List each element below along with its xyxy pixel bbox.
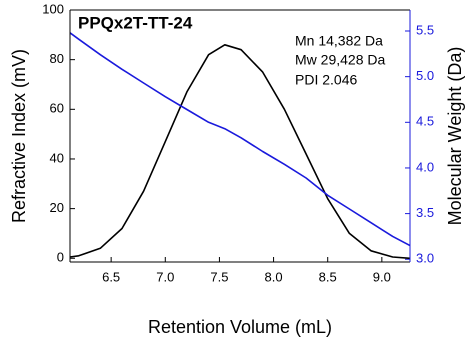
x-tick-label: 6.5 bbox=[102, 269, 120, 284]
annotation: Mw 29,428 Da bbox=[295, 52, 385, 68]
y-tick-label: 80 bbox=[50, 51, 64, 66]
y2-tick-label: 5.5 bbox=[416, 22, 434, 37]
x-tick-label: 8.0 bbox=[265, 269, 283, 284]
x-tick-label: 9.0 bbox=[373, 269, 391, 284]
x-tick-label: 8.5 bbox=[319, 269, 337, 284]
annotation: PDI 2.046 bbox=[295, 72, 357, 88]
chart-title: PPQx2T-TT-24 bbox=[78, 13, 193, 32]
y2-axis-label: Molecular Weight (Da) bbox=[445, 47, 465, 226]
y-tick-label: 100 bbox=[42, 1, 64, 16]
y2-tick-label: 4.5 bbox=[416, 114, 434, 129]
y2-tick-label: 3.5 bbox=[416, 205, 434, 220]
y-tick-label: 20 bbox=[50, 200, 64, 215]
y-tick-label: 60 bbox=[50, 101, 64, 116]
y2-tick-label: 3.0 bbox=[416, 251, 434, 266]
x-tick-label: 7.5 bbox=[210, 269, 228, 284]
y-tick-label: 0 bbox=[57, 250, 64, 265]
annotation: Mn 14,382 Da bbox=[295, 33, 383, 49]
y-axis-label: Refractive Index (mV) bbox=[9, 49, 29, 223]
series-line bbox=[69, 44, 411, 260]
y2-tick-label: 5.0 bbox=[416, 68, 434, 83]
series-line bbox=[69, 32, 411, 247]
x-axis-label: Retention Volume (mL) bbox=[148, 317, 332, 337]
x-tick-label: 7.0 bbox=[156, 269, 174, 284]
y-tick-label: 40 bbox=[50, 150, 64, 165]
y2-tick-label: 4.0 bbox=[416, 159, 434, 174]
